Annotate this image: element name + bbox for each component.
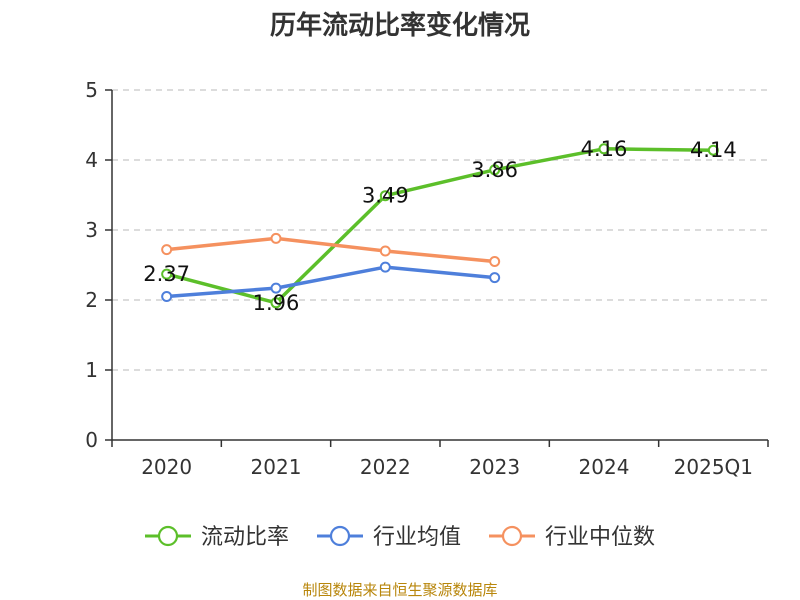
legend: 流动比率 行业均值 行业中位数 [145, 525, 655, 550]
x-tick-label: 2024 [579, 455, 630, 479]
legend-swatch-marker [157, 525, 179, 547]
x-tick-label: 2022 [360, 455, 411, 479]
data-point [379, 245, 391, 257]
data-label: 3.86 [471, 158, 518, 182]
data-point [270, 297, 282, 309]
data-point [598, 143, 610, 155]
data-point [489, 256, 501, 267]
grid-lines [112, 89, 768, 371]
legend-label: 行业均值 [373, 525, 461, 550]
legend-label: 行业中位数 [545, 525, 655, 550]
chart-title: 历年流动比率变化情况 [270, 10, 530, 41]
data-point [489, 272, 501, 284]
data-label: 1.96 [253, 291, 300, 315]
y-tick-label: 3 [85, 218, 98, 242]
legend-label: 流动比率 [201, 525, 289, 550]
data-point [161, 244, 173, 256]
data-point [379, 261, 391, 273]
y-tick-label: 2 [85, 288, 98, 312]
y-tick-label: 1 [85, 358, 98, 382]
data-label: 2.37 [143, 262, 190, 286]
y-tick-label: 4 [85, 148, 98, 172]
series-line-2 [166, 236, 495, 264]
x-tick-label: 2023 [469, 455, 520, 479]
data-point [161, 291, 173, 302]
data-point [707, 144, 719, 156]
x-tick-label: 2025Q1 [674, 455, 753, 479]
data-point [379, 190, 391, 202]
data-label: 4.16 [581, 137, 628, 161]
data-point [161, 268, 173, 280]
data-label: 4.14 [690, 138, 737, 162]
series-line-0 [166, 147, 714, 305]
source-note: 制图数据来自恒生聚源数据库 [302, 581, 497, 599]
x-tick-label: 2020 [141, 455, 192, 479]
data-labels: 2.37 1.96 3.49 3.86 4.16 4.14 [143, 137, 736, 315]
data-point [489, 164, 501, 176]
data-point [270, 282, 282, 294]
legend-swatch-marker [329, 525, 351, 547]
x-tick-label: 2021 [251, 455, 302, 479]
series-line-1 [166, 265, 495, 299]
data-point [270, 232, 282, 244]
series-points [161, 143, 719, 309]
y-tick-label: 5 [85, 78, 98, 102]
data-label: 3.49 [362, 184, 409, 208]
legend-swatch-marker [501, 525, 523, 547]
series-lines [166, 147, 714, 305]
axes: 0 1 2 3 4 5 2020 2021 2022 2023 2024 2025Q1 [85, 78, 769, 479]
y-tick-label: 0 [85, 428, 98, 452]
